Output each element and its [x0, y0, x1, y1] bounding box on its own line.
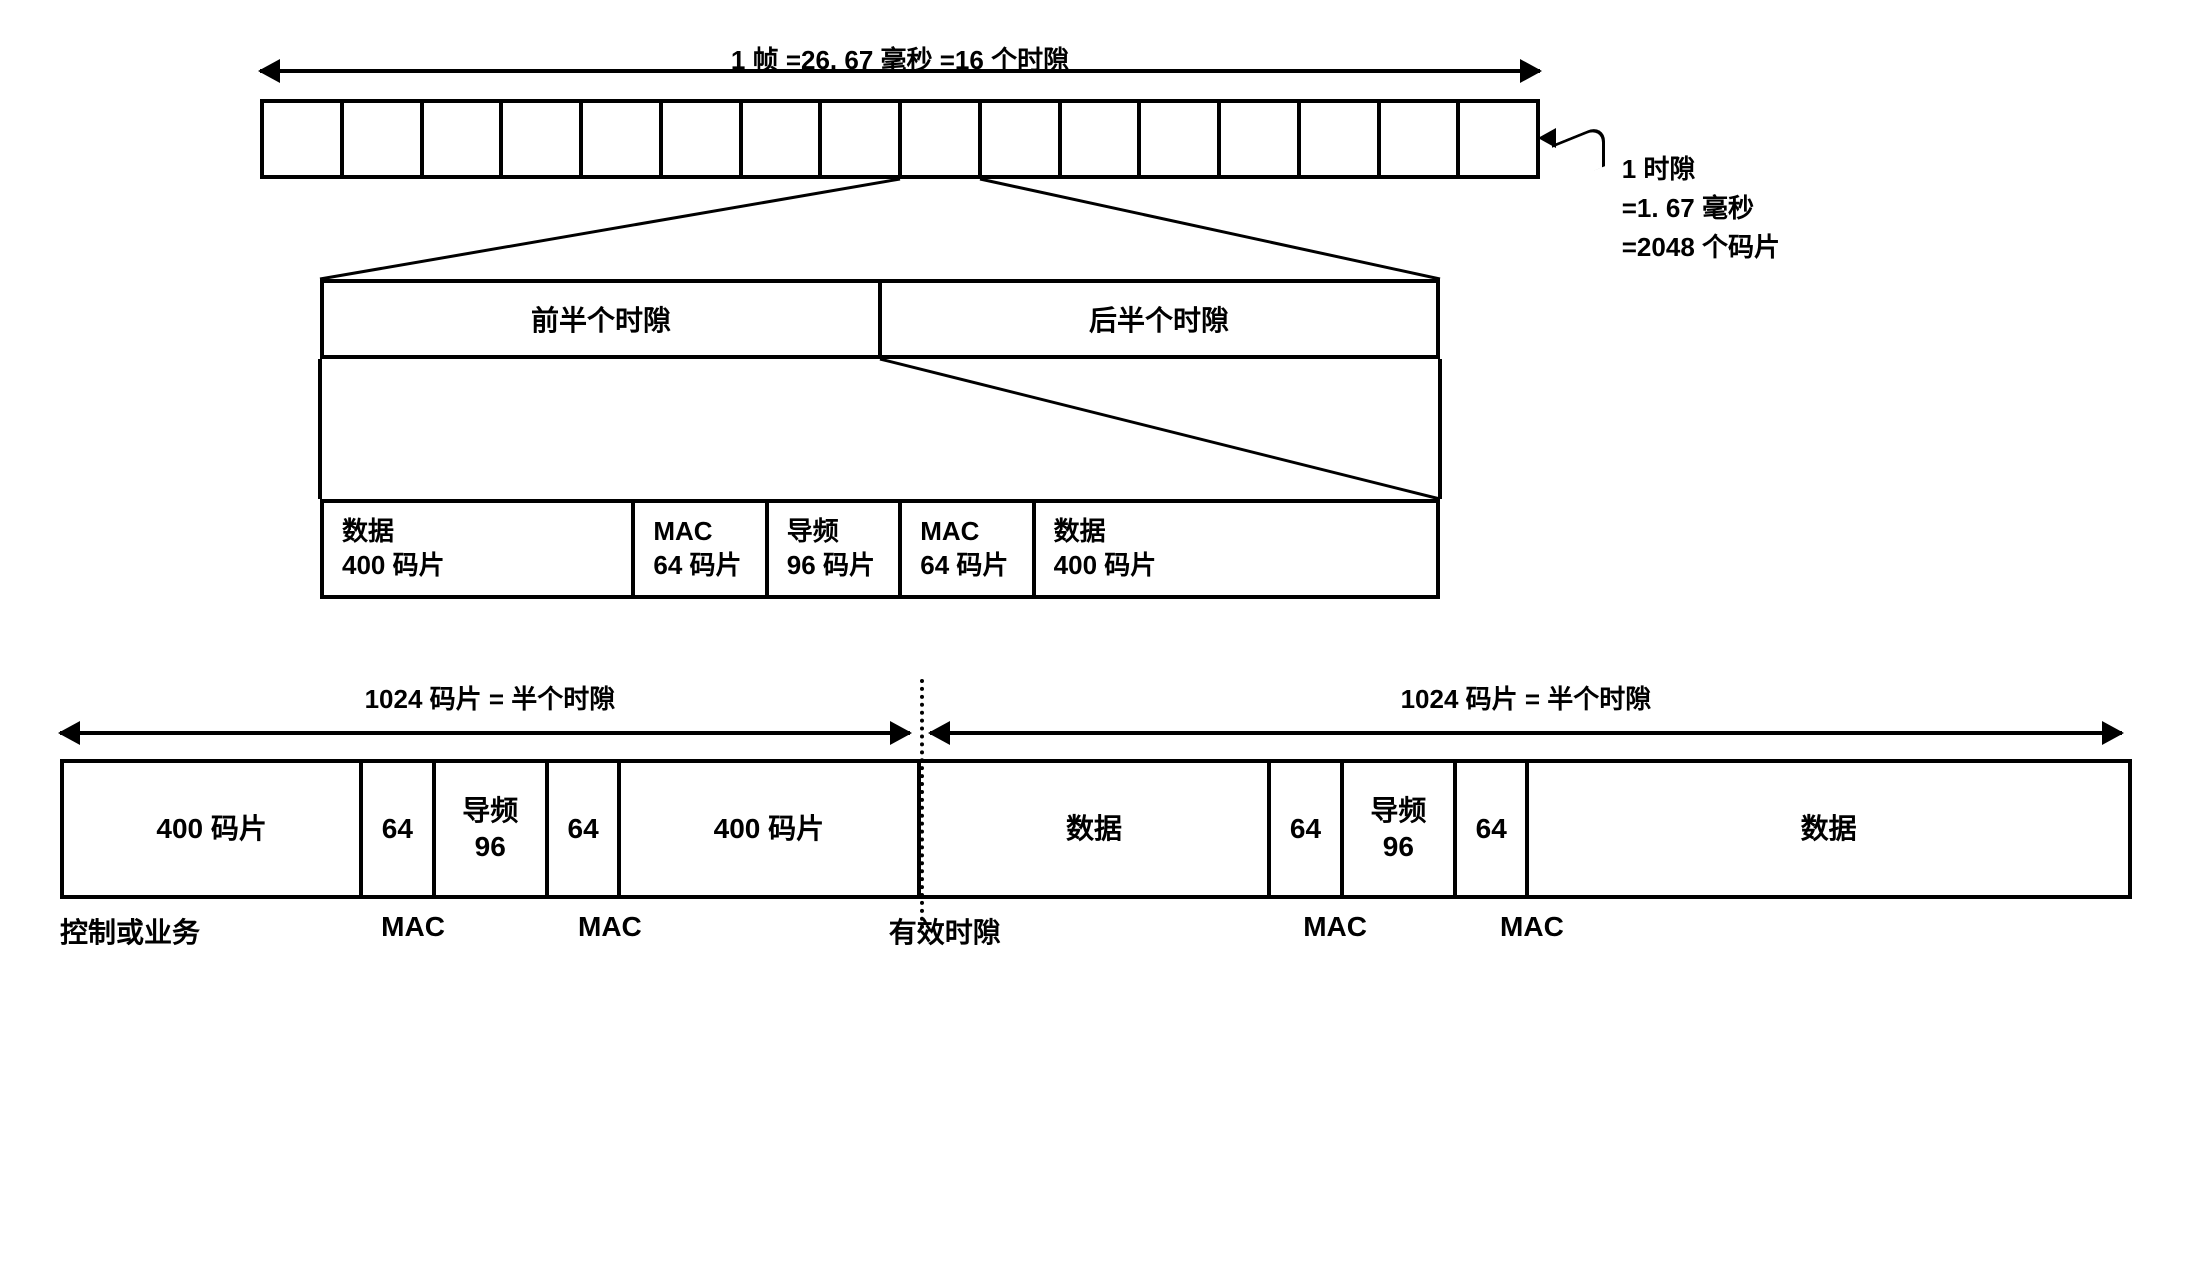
bottom-arrow-left-label: 1024 码片 = 半个时隙	[60, 679, 920, 716]
under-label: 控制或业务	[60, 911, 200, 951]
frame-slot	[424, 103, 504, 175]
cell-line2: 64 码片	[653, 549, 746, 583]
bottom-labels-row: 1024 码片 = 半个时隙 1024 码片 = 半个时隙	[60, 679, 2132, 719]
frame-slot	[1221, 103, 1301, 175]
slot-detail-cell: 数据400 码片	[324, 503, 635, 595]
frame-slot	[663, 103, 743, 175]
cell-line1: 数据	[1801, 811, 1857, 847]
bottom-arrow-right	[930, 731, 2121, 735]
bottom-detail-cell: 400 码片	[64, 763, 363, 895]
under-label: 有效时隙	[889, 911, 1001, 951]
cell-line1: 导频	[462, 793, 518, 829]
cell-line1: 数据	[1066, 811, 1122, 847]
bottom-arrow-row	[60, 719, 2132, 759]
bottom-detail-cell: 导频96	[436, 763, 550, 895]
slot-info-line3: =2048 个码片	[1622, 228, 1780, 267]
under-label: MAC	[381, 911, 445, 943]
slot-info-pointer-arrow	[1538, 128, 1598, 178]
slot-info-text: 1 时隙 =1. 67 毫秒 =2048 个码片	[1622, 150, 1780, 267]
under-label: MAC	[1500, 911, 1564, 943]
half-slot-container: 前半个时隙 后半个时隙	[320, 279, 1440, 359]
frame-slot	[1460, 103, 1536, 175]
cell-line1: 400 码片	[714, 811, 825, 847]
bottom-arrow-left	[60, 731, 910, 735]
half-slot-box: 前半个时隙 后半个时隙	[320, 279, 1440, 359]
frame-slot	[982, 103, 1062, 175]
bottom-detail-cell: 数据	[921, 763, 1272, 895]
frame-slots-bar	[260, 99, 1540, 179]
cell-line2: 96 码片	[787, 549, 880, 583]
bottom-detail-box: 400 码片64导频9664400 码片数据64导频9664数据	[60, 759, 2132, 899]
frame-slot	[583, 103, 663, 175]
slot-detail-cell: MAC64 码片	[635, 503, 768, 595]
cell-line1: 数据	[342, 515, 613, 549]
cell-line2: 64 码片	[920, 549, 1013, 583]
frame-slot	[1381, 103, 1461, 175]
cell-line1: MAC	[653, 515, 746, 549]
cell-line1: 导频	[787, 515, 880, 549]
slot-detail-cell: 数据400 码片	[1036, 503, 1436, 595]
arrow-left-icon	[258, 59, 280, 83]
cell-line2: 96	[475, 829, 506, 865]
dashed-divider-line	[920, 679, 924, 929]
arrow-right-icon	[2102, 721, 2124, 745]
bottom-detail-cell: 导频96	[1344, 763, 1458, 895]
bottom-detail-cell: 64	[1271, 763, 1343, 895]
cell-line1: 64	[1290, 811, 1321, 847]
under-label: MAC	[578, 911, 642, 943]
zoom-lines-frame-to-half	[260, 179, 1540, 279]
frame-slot	[1301, 103, 1381, 175]
half-slot-front: 前半个时隙	[324, 283, 882, 355]
slot-info-line2: =1. 67 毫秒	[1622, 189, 1780, 228]
cell-line1: 64	[568, 811, 599, 847]
cell-line1: 400 码片	[156, 811, 267, 847]
half-slot-back: 后半个时隙	[882, 283, 1436, 355]
frame-slot	[264, 103, 344, 175]
top-section: 1 帧 =26. 67 毫秒 =16 个时隙 1 时隙 =1. 67 毫秒 =2…	[260, 40, 1540, 599]
bottom-detail-cell: 64	[1457, 763, 1529, 895]
slot-info-line1: 1 时隙	[1622, 150, 1780, 189]
cell-line1: MAC	[920, 515, 1013, 549]
frame-slot	[503, 103, 583, 175]
bottom-detail-cell: 数据	[1529, 763, 2128, 895]
zoom-lines-half-to-detail	[320, 359, 1440, 499]
bottom-detail-cell: 64	[549, 763, 621, 895]
under-labels-row: 控制或业务 MAC MAC 有效时隙 MAC MAC	[60, 911, 2132, 961]
slot-detail-box: 数据400 码片MAC64 码片导频96 码片MAC64 码片数据400 码片	[320, 499, 1440, 599]
frame-slot	[1062, 103, 1142, 175]
slot-detail-cell: MAC64 码片	[902, 503, 1035, 595]
cell-line1: 64	[1476, 811, 1507, 847]
bottom-section: 1024 码片 = 半个时隙 1024 码片 = 半个时隙 400 码片 64 导频…	[60, 679, 2132, 961]
cell-line1: 数据	[1054, 515, 1418, 549]
bottom-detail-cell: 400 码片	[621, 763, 920, 895]
frame-slot	[822, 103, 902, 175]
frame-structure-diagram: 1 帧 =26. 67 毫秒 =16 个时隙 1 时隙 =1. 67 毫秒 =2…	[60, 40, 2132, 961]
arrow-left-icon	[58, 721, 80, 745]
cell-line1: 导频	[1370, 793, 1426, 829]
frame-slot	[743, 103, 823, 175]
frame-slot	[902, 103, 982, 175]
bottom-detail-cell: 64	[363, 763, 435, 895]
frame-width-arrow	[260, 69, 1540, 99]
arrow-left-icon	[928, 721, 950, 745]
bottom-arrow-right-label: 1024 码片 = 半个时隙	[920, 679, 2132, 716]
cell-line2: 400 码片	[342, 549, 613, 583]
under-label: MAC	[1303, 911, 1367, 943]
arrow-right-icon	[1520, 59, 1542, 83]
cell-line2: 96	[1383, 829, 1414, 865]
cell-line1: 64	[382, 811, 413, 847]
arrow-right-icon	[890, 721, 912, 745]
frame-slot	[1141, 103, 1221, 175]
slot-detail-cell: 导频96 码片	[769, 503, 902, 595]
cell-line2: 400 码片	[1054, 549, 1418, 583]
frame-slot	[344, 103, 424, 175]
